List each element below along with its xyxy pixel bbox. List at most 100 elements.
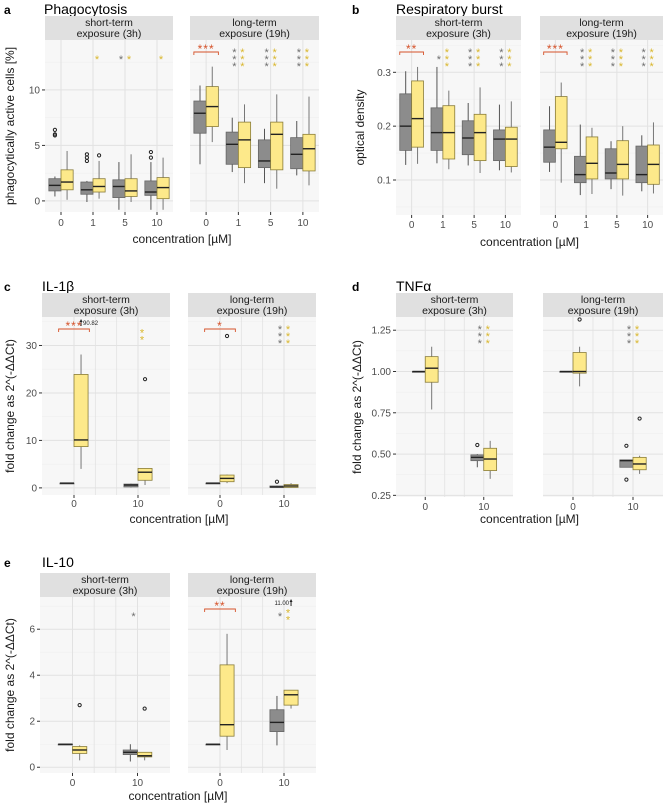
significance-star: * — [588, 54, 593, 66]
box-yellow — [156, 157, 170, 210]
facet-strip — [190, 16, 319, 40]
significance-star: * — [286, 615, 291, 627]
significance-star: * — [611, 54, 616, 66]
y-tick-label: 10 — [26, 436, 38, 447]
box-iqr — [572, 352, 587, 374]
significance-bracket — [399, 51, 424, 55]
x-tick-label: 0 — [217, 499, 223, 510]
box-grey — [559, 370, 574, 373]
plot-background — [188, 317, 316, 495]
facet-strip-label: exposure (19h) — [217, 305, 288, 317]
y-tick-label: 0 — [31, 483, 37, 494]
facet-strip-label: short-term — [435, 17, 483, 29]
box-yellow — [585, 127, 599, 194]
box-yellow — [270, 94, 284, 189]
x-tick-label: 10 — [132, 499, 144, 510]
significance-star: * — [232, 61, 237, 73]
y-tick-label: 30 — [26, 341, 38, 352]
outlier-point — [52, 127, 58, 132]
x-tick-label: 10 — [278, 778, 290, 789]
box-iqr — [635, 145, 649, 184]
plot-background — [42, 317, 170, 495]
significance-star: * — [478, 324, 483, 336]
plot-background — [40, 597, 170, 773]
bracket-stars: *** — [65, 319, 82, 333]
significance-star: * — [305, 61, 310, 73]
box-yellow — [219, 333, 235, 484]
box-iqr — [92, 178, 106, 193]
facet-strip-label: long-term — [581, 294, 626, 306]
outlier-point — [142, 706, 147, 711]
significance-star: * — [445, 61, 450, 73]
box-yellow — [137, 706, 153, 761]
significance-bracket — [543, 51, 568, 55]
x-tick-label: 0 — [58, 218, 64, 229]
x-tick-label: 10 — [132, 778, 144, 789]
y-tick-label: 1.25 — [372, 326, 392, 337]
box-iqr — [302, 133, 316, 172]
x-tick-label: 10 — [278, 499, 290, 510]
significance-star: * — [641, 47, 646, 59]
y-tick-label: 0.1 — [377, 176, 391, 187]
significance-star: * — [478, 331, 483, 343]
box-iqr — [80, 181, 94, 195]
bracket-stars: *** — [198, 42, 215, 56]
significance-star: * — [297, 61, 302, 73]
significance-star: * — [140, 328, 145, 340]
significance-star: * — [619, 61, 624, 73]
significance-star: * — [445, 54, 450, 66]
box-yellow — [504, 101, 518, 173]
box-yellow — [137, 377, 153, 486]
box-yellow — [632, 416, 647, 474]
box-iqr — [73, 374, 89, 447]
significance-star: * — [264, 54, 269, 66]
facet-strip-label: exposure (19h) — [566, 28, 637, 40]
outlier-point — [77, 703, 82, 708]
significance-bracket — [204, 328, 236, 332]
outlier-point — [577, 317, 582, 322]
significance-star: * — [468, 61, 473, 73]
facet-strip-label: short-term — [85, 17, 133, 29]
box-iqr — [493, 129, 506, 162]
x-tick-label: 10 — [642, 220, 654, 231]
significance-star: * — [437, 54, 442, 66]
significance-star: * — [140, 335, 145, 347]
significance-star: * — [635, 331, 640, 343]
significance-star: * — [286, 608, 291, 620]
facet-strip — [42, 293, 170, 317]
box-iqr — [270, 121, 284, 171]
box-grey — [112, 162, 126, 210]
significance-star: * — [264, 61, 269, 73]
facet-strip-label: exposure (3h) — [74, 305, 139, 317]
panel-title: Phagocytosis — [44, 1, 127, 17]
panel-letter: e — [4, 556, 11, 570]
significance-star: * — [272, 54, 277, 66]
x-tick-label: 5 — [614, 220, 620, 231]
box-grey — [269, 479, 285, 488]
panel-title: TNFα — [396, 278, 431, 294]
x-tick-label: 10 — [500, 220, 512, 231]
box-iqr — [137, 751, 153, 758]
box-grey — [48, 127, 62, 197]
facet-strip-label: long-term — [230, 294, 275, 306]
box-iqr — [424, 356, 439, 383]
x-tick-label: 0 — [409, 220, 415, 231]
significance-star: * — [272, 47, 277, 59]
significance-star: * — [649, 47, 654, 59]
box-iqr — [283, 689, 299, 706]
significance-star: * — [476, 47, 481, 59]
x-axis-title: concentration [µM] — [480, 235, 579, 249]
significance-star: * — [507, 54, 512, 66]
x-axis-title: concentration [µM] — [480, 512, 579, 526]
significance-star: * — [468, 47, 473, 59]
plot-background — [188, 597, 316, 773]
panel-letter: c — [4, 280, 11, 294]
significance-star: * — [580, 47, 585, 59]
significance-star: * — [478, 338, 483, 350]
box-iqr — [124, 178, 138, 197]
